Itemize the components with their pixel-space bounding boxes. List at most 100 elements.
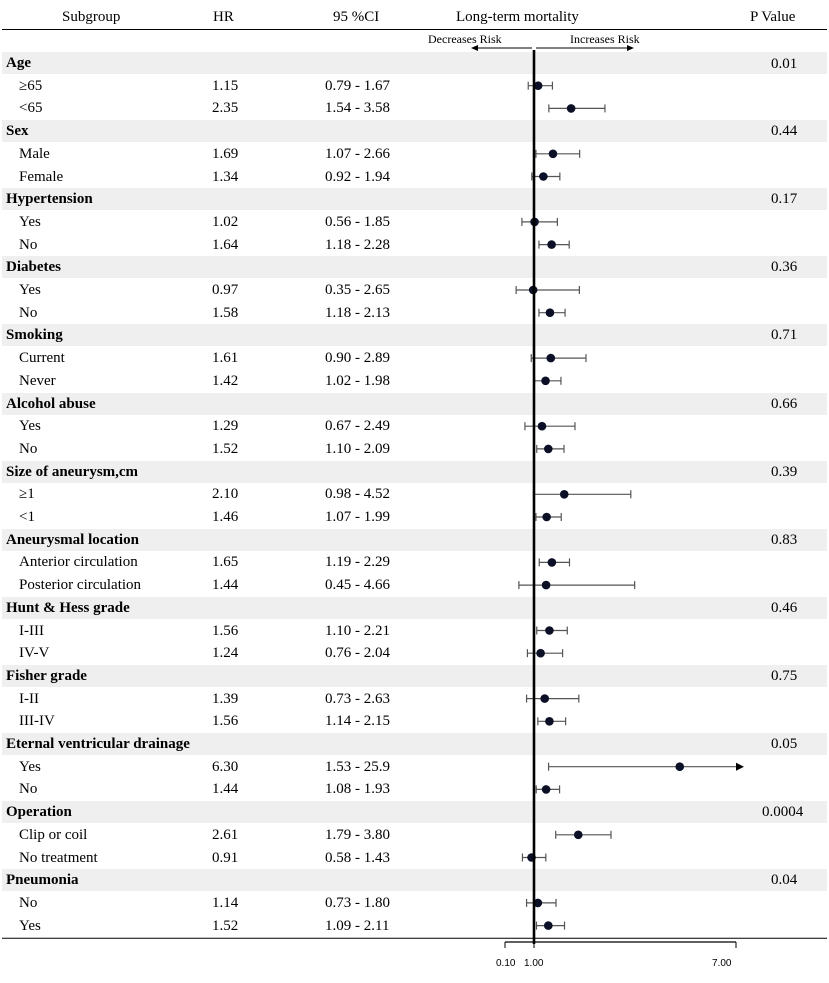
x-tick-label-1: 1.00 — [524, 958, 544, 969]
group-band — [2, 52, 827, 74]
row-hr: 1.02 — [212, 213, 239, 230]
group-label: Age — [6, 55, 31, 71]
group-label: Hypertension — [6, 191, 93, 208]
increase-arrow-head — [627, 45, 634, 51]
row-hr: 1.44 — [212, 577, 239, 594]
hr-point — [546, 353, 556, 363]
group-label: Fisher grade — [6, 667, 87, 684]
row-ci: 1.07 - 1.99 — [325, 509, 390, 525]
row-hr: 1.56 — [212, 713, 239, 730]
row-hr: 2.10 — [212, 486, 239, 503]
row-label: Current — [19, 350, 65, 367]
row-hr: 0.91 — [212, 849, 239, 866]
row-hr: 1.39 — [212, 690, 239, 707]
row-ci: 0.45 - 4.66 — [325, 577, 390, 594]
row-hr: 1.42 — [212, 372, 239, 389]
row-hr: 1.58 — [212, 304, 239, 321]
hr-point — [541, 785, 551, 794]
row-label: I-III — [19, 622, 44, 639]
row-ci: 0.56 - 1.85 — [325, 213, 390, 230]
row-label: Yes — [19, 282, 41, 298]
hr-point — [547, 240, 556, 249]
row-label: ≥1 — [19, 486, 35, 503]
row-hr: 2.35 — [212, 100, 239, 117]
group-label: Sex — [6, 123, 29, 140]
row-ci: 1.07 - 2.66 — [325, 145, 390, 162]
group-p-value: 0.66 — [771, 395, 798, 412]
row-hr: 2.61 — [212, 826, 239, 843]
row-hr: 1.15 — [212, 77, 239, 94]
hr-point — [545, 626, 554, 635]
ci-arrow — [736, 762, 744, 771]
group-band — [2, 460, 827, 483]
header-hr: HR — [213, 9, 234, 25]
group-band — [2, 528, 827, 551]
row-label: Never — [19, 372, 56, 389]
group-p-value: 0.83 — [771, 531, 798, 548]
row-ci: 1.02 - 1.98 — [325, 372, 390, 389]
row-ci: 1.79 - 3.80 — [325, 826, 390, 843]
row-ci: 1.19 - 2.29 — [325, 554, 390, 571]
row-hr: 1.65 — [212, 554, 239, 571]
row-label: Posterior circulation — [19, 577, 142, 594]
row-label: IV-V — [19, 645, 50, 662]
row-hr: 1.61 — [212, 350, 239, 367]
group-p-value: 0.71 — [771, 327, 798, 344]
row-hr: 1.24 — [212, 645, 239, 662]
row-ci: 0.73 - 2.63 — [325, 690, 390, 707]
direction-label-left: Decreases Risk — [428, 32, 502, 46]
row-ci: 0.58 - 1.43 — [325, 849, 390, 866]
row-label: Anterior circulation — [19, 554, 138, 571]
row-hr: 1.52 — [212, 917, 239, 934]
direction-label-right: Increases Risk — [570, 32, 640, 46]
hr-point — [547, 558, 557, 567]
group-p-value: 0.46 — [771, 599, 798, 616]
row-ci: 0.79 - 1.67 — [325, 77, 390, 94]
row-label: Female — [19, 168, 64, 185]
hr-point — [540, 694, 550, 703]
group-p-value: 0.0004 — [762, 804, 804, 821]
hr-point — [533, 898, 543, 908]
row-hr: 1.14 — [212, 894, 239, 911]
hr-point — [544, 921, 553, 930]
row-hr: 1.29 — [212, 418, 239, 435]
row-ci: 1.10 - 2.21 — [325, 622, 390, 639]
row-hr: 1.34 — [212, 168, 239, 185]
hr-point — [566, 104, 576, 113]
row-ci: 1.53 - 25.9 — [325, 758, 390, 775]
hr-point — [542, 512, 551, 522]
group-p-value: 0.04 — [771, 872, 798, 889]
hr-point — [537, 421, 547, 431]
group-band — [2, 596, 827, 619]
group-band — [2, 869, 827, 892]
group-band — [2, 324, 827, 347]
group-p-value: 0.75 — [771, 667, 798, 684]
group-label: Operation — [6, 804, 72, 821]
row-hr: 1.64 — [212, 236, 239, 253]
row-ci: 1.10 - 2.09 — [325, 440, 390, 457]
group-p-value: 0.39 — [771, 463, 798, 480]
group-label: Diabetes — [6, 259, 61, 276]
row-hr: 1.56 — [212, 622, 239, 639]
row-hr: 1.46 — [212, 509, 239, 525]
group-p-value: 0.17 — [771, 191, 798, 208]
row-label: No — [19, 304, 38, 321]
group-p-value: 0.44 — [771, 123, 798, 140]
row-ci: 1.18 - 2.28 — [325, 236, 390, 253]
row-ci: 0.35 - 2.65 — [325, 282, 390, 298]
group-band — [2, 256, 827, 279]
group-label: Smoking — [6, 327, 63, 344]
hr-point — [675, 762, 685, 771]
group-band — [2, 664, 827, 687]
row-label: <65 — [19, 100, 43, 117]
row-hr: 1.52 — [212, 440, 239, 457]
row-ci: 0.92 - 1.94 — [325, 168, 390, 185]
row-ci: 0.98 - 4.52 — [325, 486, 390, 503]
row-ci: 1.08 - 1.93 — [325, 781, 390, 798]
row-label: <1 — [19, 509, 35, 525]
header-subgroup: Subgroup — [62, 9, 121, 25]
row-label: III-IV — [19, 713, 55, 730]
row-hr: 1.44 — [212, 781, 239, 798]
